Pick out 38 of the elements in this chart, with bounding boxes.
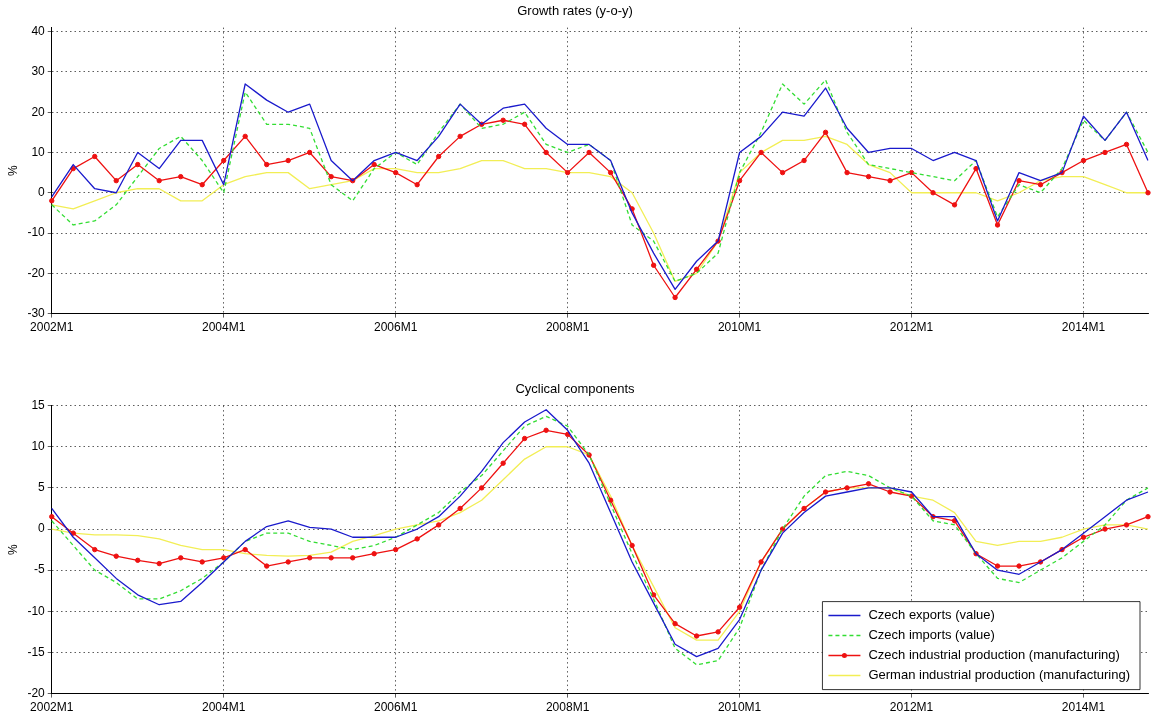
y-axis-title: %: [5, 164, 20, 176]
x-tick-label: 2014M1: [1061, 700, 1106, 715]
x-tick-label: 2006M1: [373, 320, 418, 335]
x-tick-label: 2006M1: [373, 700, 418, 715]
y-tick-label: 10: [31, 439, 46, 454]
y-tick-label: -10: [27, 603, 46, 618]
x-tick-label: 2012M1: [889, 320, 934, 335]
y-tick-label: -10: [27, 225, 46, 240]
y-axis-title: %: [5, 543, 20, 555]
chart-title: Growth rates (y-o-y): [517, 3, 633, 19]
x-tick-label: 2008M1: [545, 320, 590, 335]
x-tick-label: 2004M1: [202, 700, 246, 715]
y-tick-label: -15: [27, 644, 46, 659]
y-tick-label: -20: [27, 685, 46, 700]
x-tick-label: 2002M1: [30, 700, 74, 715]
y-tick-label: 15: [31, 397, 46, 412]
y-tick-label: -30: [27, 305, 46, 320]
y-tick-label: 30: [31, 64, 46, 79]
x-tick-label: 2010M1: [717, 700, 762, 715]
y-tick-label: 0: [38, 521, 46, 536]
legend-label: German industrial production (manufacturing): [868, 667, 1131, 683]
legend-label: Czech industrial production (manufacturing): [868, 647, 1120, 663]
x-tick-label: 2008M1: [545, 700, 590, 715]
x-tick-label: 2002M1: [30, 320, 74, 335]
y-tick-label: 10: [31, 144, 46, 159]
y-tick-label: -5: [34, 562, 46, 577]
x-tick-label: 2014M1: [1061, 320, 1106, 335]
y-tick-label: 20: [31, 104, 46, 119]
y-tick-label: 0: [38, 185, 46, 200]
y-tick-label: 40: [31, 23, 46, 38]
legend-label: Czech exports (value): [868, 607, 995, 623]
x-tick-label: 2010M1: [717, 320, 762, 335]
x-tick-label: 2004M1: [202, 320, 246, 335]
x-tick-label: 2012M1: [889, 700, 934, 715]
y-tick-label: 5: [38, 480, 46, 495]
legend-label: Czech imports (value): [868, 627, 995, 643]
y-tick-label: -20: [27, 265, 46, 280]
chart-title: Cyclical components: [515, 381, 636, 397]
